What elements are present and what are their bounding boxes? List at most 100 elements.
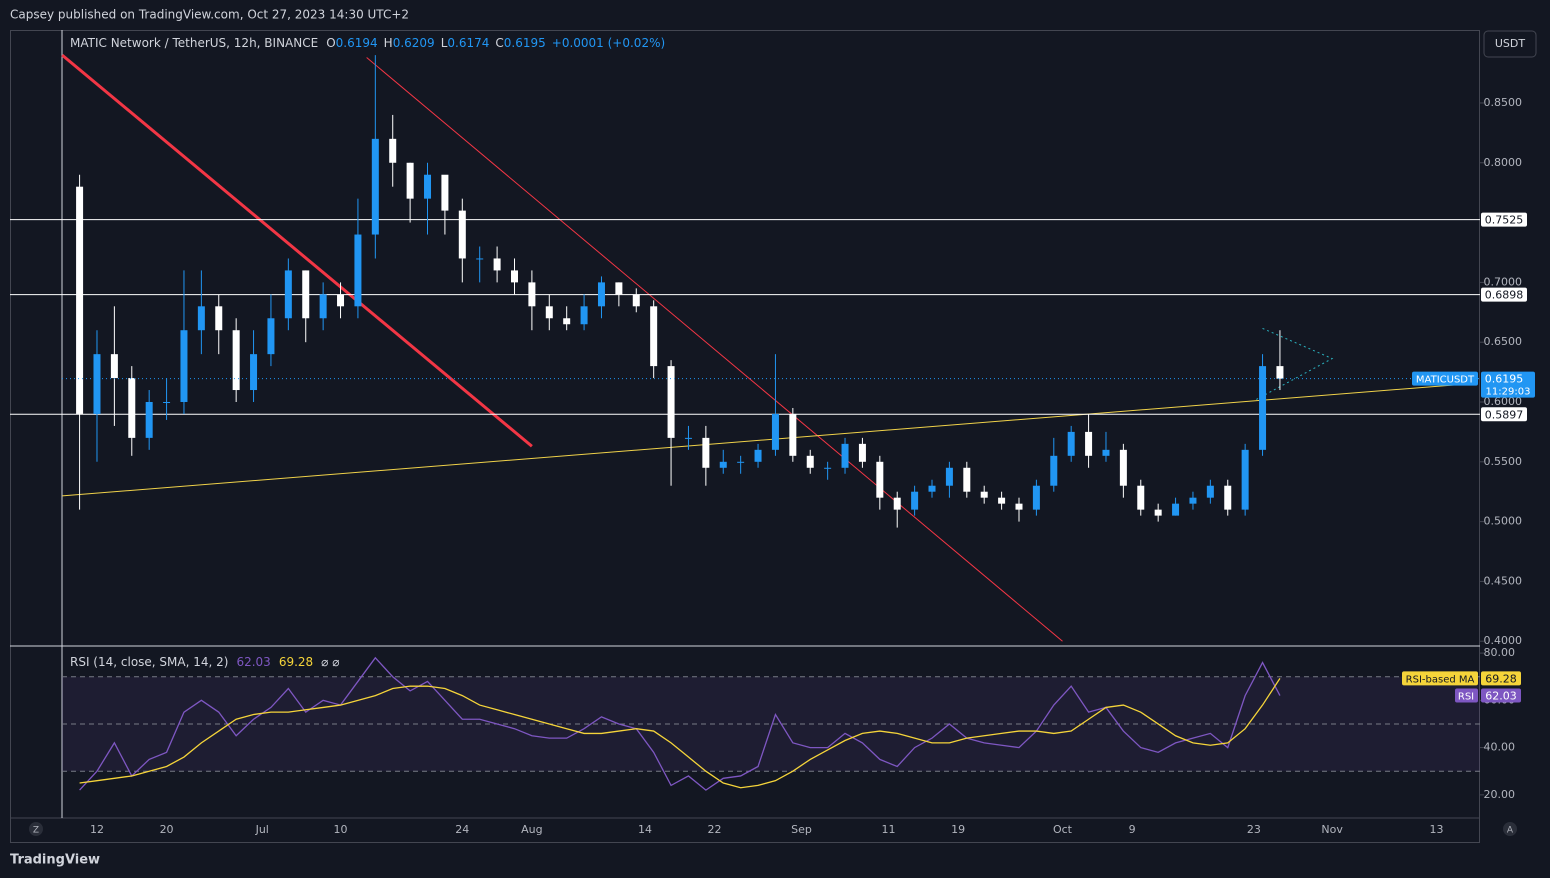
candle-body	[998, 497, 1006, 504]
candle-body	[319, 294, 327, 319]
y-tick-label: 0.8000	[1484, 156, 1523, 169]
candle-body	[719, 461, 727, 468]
candle-body	[284, 270, 292, 319]
candle-body	[684, 437, 692, 439]
candle-body	[754, 449, 762, 462]
y-tick-label: 80.00	[1484, 646, 1516, 659]
candle-body	[458, 210, 466, 259]
symbol: MATIC Network / TetherUS, 12h, BINANCE	[70, 36, 318, 50]
x-tick-label: 19	[951, 823, 965, 836]
candle-body	[197, 306, 205, 331]
candle-body	[232, 330, 240, 391]
level-label-box	[1481, 287, 1527, 302]
candle-body	[354, 234, 362, 307]
rsi-value-box	[1481, 671, 1521, 686]
candle-body	[1067, 431, 1075, 456]
rsi-name: RSI-based MA	[1406, 674, 1475, 685]
currency-label[interactable]: USDT	[1495, 37, 1526, 50]
candle-body	[1119, 449, 1127, 486]
trend-line	[366, 57, 1063, 642]
y-tick-label: 0.6000	[1484, 395, 1523, 408]
ohlc-name: O	[326, 36, 335, 50]
x-tick-label: 20	[160, 823, 174, 836]
candle-body	[528, 282, 536, 307]
y-tick-label: 0.5500	[1484, 455, 1523, 468]
rsi-value-label: 69.28	[1485, 672, 1517, 685]
candle-body	[667, 366, 675, 438]
x-tick-label: Nov	[1321, 823, 1343, 836]
candle-body	[563, 318, 571, 325]
candle-body	[945, 467, 953, 486]
ohlc-value: 0.6195	[504, 36, 546, 50]
scale-label[interactable]: Z	[33, 826, 39, 836]
candle-body	[1206, 485, 1214, 498]
brand[interactable]: TradingView	[10, 853, 100, 868]
ohlc-name: H	[384, 36, 393, 50]
x-tick-label: 22	[708, 823, 722, 836]
symbol-label-box	[1412, 371, 1478, 386]
level-label-box	[1481, 212, 1527, 227]
change: +0.0001 (+0.02%)	[552, 36, 665, 50]
candle-body	[1241, 449, 1249, 510]
rsi-name: RSI	[1458, 692, 1474, 703]
candle-body	[1154, 509, 1162, 516]
trend-line	[62, 383, 1472, 497]
y-tick-label: 0.4500	[1484, 574, 1523, 587]
x-tick-label: Aug	[521, 823, 542, 836]
candle-body	[1015, 503, 1023, 510]
y-tick-label: 0.7000	[1484, 275, 1523, 288]
currency-button[interactable]	[1483, 30, 1537, 58]
ohlc-name: C	[495, 36, 503, 50]
candle-body	[302, 270, 310, 319]
candle-body	[1224, 485, 1232, 510]
candle-body	[771, 413, 779, 450]
ohlc-value: 0.6174	[447, 36, 489, 50]
candle-body	[145, 401, 153, 438]
candle-body	[928, 485, 936, 492]
x-tick-label: 14	[638, 823, 652, 836]
candle-body	[337, 294, 345, 307]
candle-body	[1259, 366, 1267, 450]
x-tick-label: 11	[882, 823, 896, 836]
candle-body	[180, 330, 188, 402]
candle-body	[841, 443, 849, 468]
countdown: 11:29:03	[1486, 387, 1531, 398]
candle-body	[1276, 366, 1284, 379]
rsi-value: 62.03	[236, 655, 270, 669]
rsi-value-label: 62.03	[1485, 690, 1517, 703]
x-tick-label: Oct	[1053, 823, 1073, 836]
candle-body	[163, 401, 171, 403]
scale-button[interactable]	[1503, 822, 1517, 836]
level-label-box	[1481, 407, 1527, 422]
candle-body	[267, 318, 275, 355]
candle-body	[493, 258, 501, 271]
y-tick-label: 0.5000	[1484, 515, 1523, 528]
candle-body	[250, 354, 258, 391]
candle-body	[371, 138, 379, 235]
candle-body	[1050, 455, 1058, 486]
last-price-box	[1481, 371, 1535, 398]
trend-line	[61, 53, 533, 448]
candle-body	[1172, 503, 1180, 516]
y-tick-label: 40.00	[1484, 741, 1516, 754]
candle-body	[615, 282, 623, 295]
candle-body	[1032, 485, 1040, 510]
candle-body	[737, 461, 745, 463]
x-tick-label: Sep	[791, 823, 812, 836]
candle-body	[806, 455, 814, 468]
level-label: 0.6898	[1485, 289, 1524, 302]
candle-body	[824, 467, 832, 469]
candle-body	[580, 306, 588, 325]
candle-body	[911, 491, 919, 510]
candle-body	[424, 174, 432, 199]
candle-body	[93, 354, 101, 414]
candle-body	[476, 258, 484, 260]
icon: ⌀ ⌀	[321, 655, 339, 669]
level-label: 0.5897	[1485, 408, 1524, 421]
candle-body	[632, 294, 640, 307]
scale-label[interactable]: A	[1507, 826, 1514, 836]
scale-button[interactable]	[29, 822, 43, 836]
level-label: 0.7525	[1485, 214, 1524, 227]
ohlc-value: 0.6209	[393, 36, 435, 50]
